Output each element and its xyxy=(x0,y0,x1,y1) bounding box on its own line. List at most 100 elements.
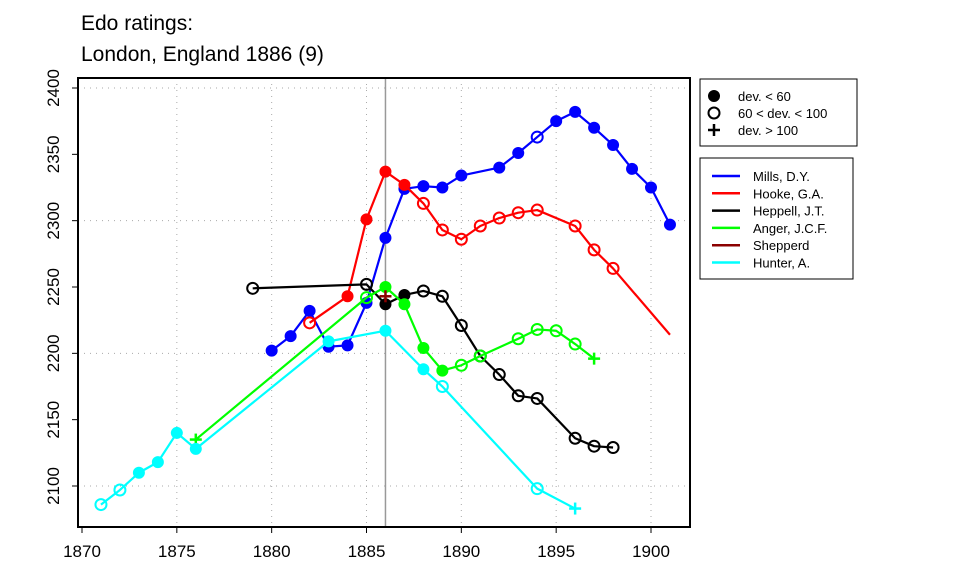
data-point xyxy=(663,218,676,231)
series-legend: Mills, D.Y. Hooke, G.A. Heppell, J.T. Anger… xyxy=(699,157,854,280)
y-tick-label: 2150 xyxy=(44,401,63,439)
data-point xyxy=(512,147,525,160)
legend-marker-label: 60 < dev. < 100 xyxy=(738,106,827,121)
y-tick-label: 2200 xyxy=(44,334,63,372)
data-point xyxy=(416,284,430,298)
data-point xyxy=(303,304,316,317)
data-point xyxy=(492,368,506,382)
data-point xyxy=(417,180,430,193)
data-point xyxy=(530,391,544,405)
y-tick-label: 2250 xyxy=(44,268,63,306)
data-point xyxy=(132,466,145,479)
chart-title-line-2: London, England 1886 (9) xyxy=(81,43,324,66)
y-axis: 2100 2150 2200 2250 2300 2350 2400 xyxy=(44,69,78,505)
y-tick-label: 2350 xyxy=(44,135,63,173)
data-point xyxy=(492,211,506,225)
x-tick-label: 1890 xyxy=(442,542,480,561)
data-point xyxy=(360,213,373,226)
data-point xyxy=(341,290,354,303)
data-point xyxy=(530,130,544,144)
x-tick-label: 1870 xyxy=(63,542,101,561)
data-point xyxy=(549,324,563,338)
data-point xyxy=(454,318,468,332)
plot-frame xyxy=(77,77,691,528)
data-point xyxy=(568,431,582,445)
data-point xyxy=(379,231,392,244)
data-point xyxy=(303,316,317,330)
data-point xyxy=(550,115,563,128)
data-point xyxy=(284,330,297,343)
series-heppell-j-t xyxy=(246,277,620,455)
data-point xyxy=(416,196,430,210)
data-point xyxy=(94,498,108,512)
data-point xyxy=(265,344,278,357)
series-anger-j-c-f xyxy=(189,281,601,446)
series-legend-box xyxy=(699,157,854,280)
data-point xyxy=(645,181,657,194)
legend-series-label: Anger, J.C.F. xyxy=(753,221,827,236)
data-point xyxy=(436,181,449,194)
data-point xyxy=(588,352,601,365)
data-point xyxy=(436,364,449,377)
data-point xyxy=(379,324,392,337)
x-axis: 1870 1875 1880 1885 1890 1895 1900 xyxy=(63,527,670,561)
legend-marker-label: dev. > 100 xyxy=(738,123,798,138)
data-point xyxy=(417,342,430,355)
series-hooke-g-a xyxy=(303,165,671,336)
data-point xyxy=(511,206,525,220)
marker-legend: dev. < 60 60 < dev. < 100 dev. > 100 xyxy=(699,78,858,147)
chart-title-line-1: Edo ratings: xyxy=(81,12,193,35)
data-point xyxy=(511,389,525,403)
data-point xyxy=(454,358,468,372)
data-point xyxy=(341,339,354,352)
legend-series-label: Heppell, J.T. xyxy=(753,204,825,219)
series-layer xyxy=(94,105,676,515)
data-point xyxy=(454,232,468,246)
data-point xyxy=(568,337,582,351)
y-tick-label: 2400 xyxy=(44,69,63,107)
legend-marker-label: dev. < 60 xyxy=(738,89,791,104)
x-tick-label: 1875 xyxy=(158,542,196,561)
data-point xyxy=(113,483,127,497)
data-point xyxy=(530,482,544,496)
series-line xyxy=(195,285,595,441)
data-point xyxy=(473,219,487,233)
data-point xyxy=(606,261,620,275)
data-point xyxy=(588,121,601,134)
legend-marker-open-circle xyxy=(707,106,721,120)
data-point xyxy=(606,441,620,455)
x-tick-label: 1895 xyxy=(537,542,575,561)
data-point xyxy=(473,349,487,363)
legend-marker-plus xyxy=(708,124,720,136)
data-point xyxy=(530,203,544,217)
legend-series-label: Shepperd xyxy=(753,238,809,253)
data-point xyxy=(246,281,260,295)
data-point xyxy=(587,243,601,257)
x-tick-label: 1885 xyxy=(348,542,386,561)
data-point xyxy=(493,161,506,174)
data-point xyxy=(379,290,392,303)
data-point xyxy=(417,363,430,376)
data-point xyxy=(435,289,449,303)
data-point xyxy=(569,105,582,118)
series-hunter-a xyxy=(94,324,582,515)
data-point xyxy=(587,439,601,453)
data-point xyxy=(322,335,335,348)
data-point xyxy=(626,162,639,175)
series-shepperd xyxy=(379,290,392,303)
data-point xyxy=(360,291,373,305)
data-point xyxy=(530,322,544,336)
y-tick-label: 2100 xyxy=(44,467,63,505)
data-point xyxy=(151,456,164,469)
x-tick-label: 1900 xyxy=(632,542,670,561)
data-point xyxy=(435,223,449,237)
data-point xyxy=(398,298,411,311)
data-point xyxy=(568,219,582,233)
data-point xyxy=(379,165,392,178)
series-line xyxy=(308,170,671,336)
legend-series-label: Mills, D.Y. xyxy=(753,169,810,184)
legend-series-label: Hunter, A. xyxy=(753,256,810,271)
legend-series-label: Hooke, G.A. xyxy=(753,186,824,201)
x-tick-label: 1880 xyxy=(253,542,291,561)
